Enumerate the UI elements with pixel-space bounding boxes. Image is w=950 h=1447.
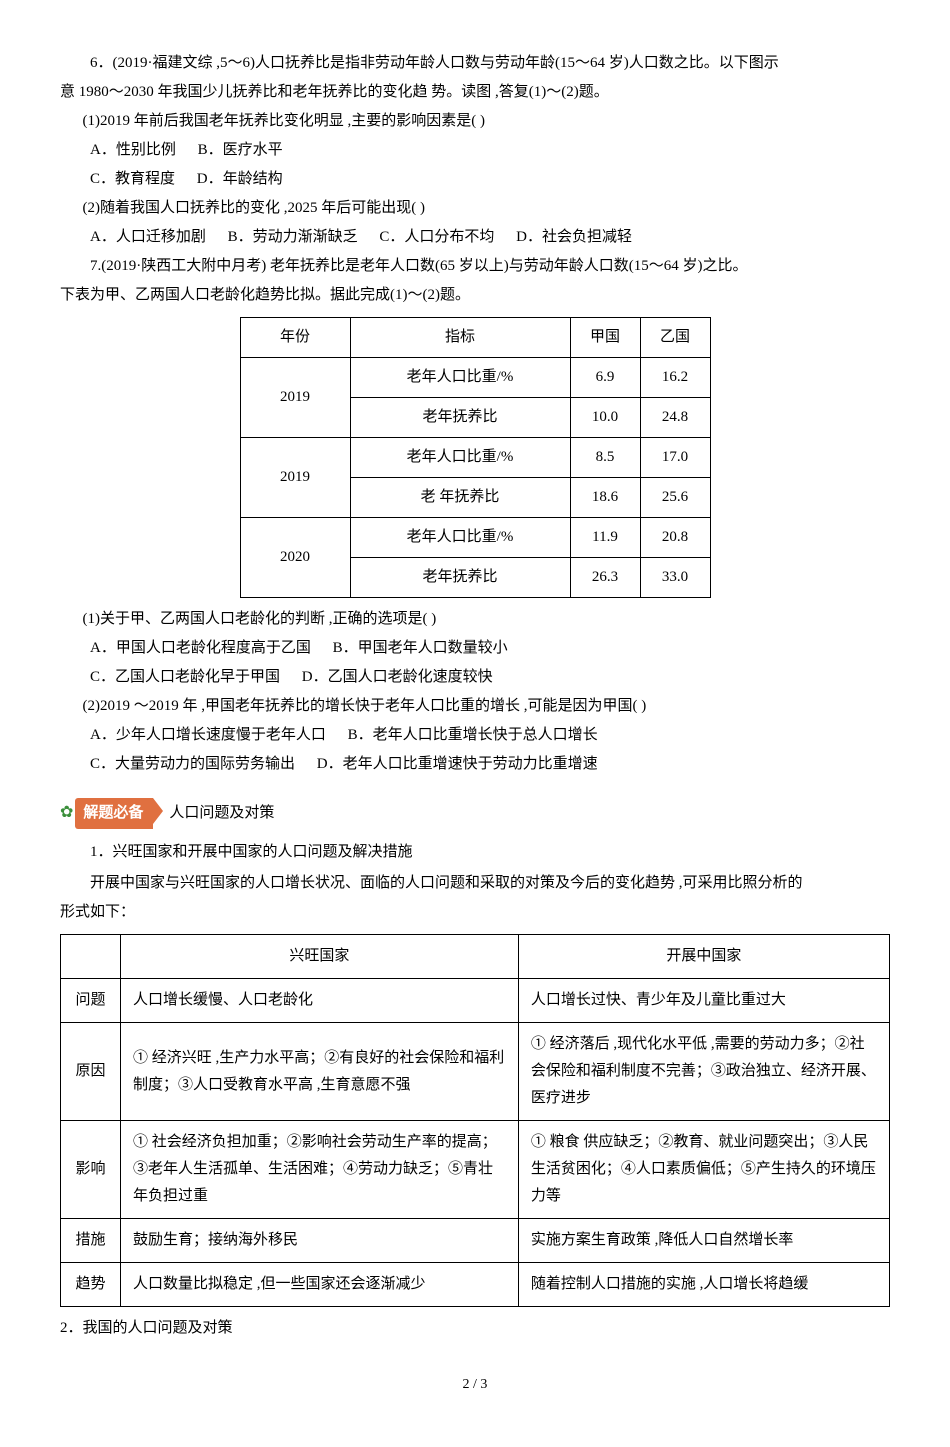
th-developed: 兴旺国家 bbox=[121, 935, 519, 979]
cell-b: 16.2 bbox=[640, 358, 710, 398]
cell-year: 2020 bbox=[240, 518, 350, 598]
cell-b: 24.8 bbox=[640, 398, 710, 438]
q7-p2-c: C．大量劳动力的国际劳务输出 bbox=[90, 751, 295, 778]
q6-p2-a: A．人口迁移加剧 bbox=[90, 224, 206, 251]
q6-p2: (2)随着我国人口抚养比的变化 ,2025 年后可能出现( ) bbox=[60, 195, 890, 222]
table-row: 2019 老年人口比重/% 8.5 17.0 bbox=[240, 438, 710, 478]
q7-stem-1: 7.(2019·陕西工大附中月考) 老年抚养比是老年人口数(65 岁以上)与劳动… bbox=[60, 253, 890, 280]
q7-p2-row1: A．少年人口增长速度慢于老年人口 B．老年人口比重增长快于总人口增长 bbox=[60, 722, 890, 749]
table-row: 趋势 人口数量比拟稳定 ,但一些国家还会逐渐减少 随着控制人口措施的实施 ,人口… bbox=[61, 1263, 890, 1307]
cell-a: 6.9 bbox=[570, 358, 640, 398]
q7-p1-row1: A．甲国人口老龄化程度高于乙国 B．甲国老年人口数量较小 bbox=[60, 635, 890, 662]
q7-p1-b: B．甲国老年人口数量较小 bbox=[333, 635, 508, 662]
th-indicator: 指标 bbox=[350, 318, 570, 358]
lead-2: 形式如下： bbox=[60, 899, 890, 926]
cell-b: 实施方案生育政策 ,降低人口自然增长率 bbox=[518, 1219, 889, 1263]
th-country-b: 乙国 bbox=[640, 318, 710, 358]
table-row: 2019 老年人口比重/% 6.9 16.2 bbox=[240, 358, 710, 398]
cell-indicator: 老年人口比重/% bbox=[350, 358, 570, 398]
cell-indicator: 老年抚养比 bbox=[350, 558, 570, 598]
row-label: 原因 bbox=[61, 1023, 121, 1121]
table-header-row: 年份 指标 甲国 乙国 bbox=[240, 318, 710, 358]
cell-year: 2019 bbox=[240, 438, 350, 518]
cell-a: 8.5 bbox=[570, 438, 640, 478]
subhead-1: 1．兴旺国家和开展中国家的人口问题及解决措施 bbox=[60, 839, 890, 866]
cell-a: 18.6 bbox=[570, 478, 640, 518]
q6-p1-a: A．性别比例 bbox=[90, 137, 176, 164]
cell-a: ① 经济兴旺 ,生产力水平高；②有良好的社会保险和福利制度；③人口受教育水平高 … bbox=[121, 1023, 519, 1121]
q6-p2-c: C．人口分布不均 bbox=[379, 224, 494, 251]
section-title: 人口问题及对策 bbox=[169, 800, 274, 827]
q6-p2-options: A．人口迁移加剧 B．劳动力渐渐缺乏 C．人口分布不均 D．社会负担减轻 bbox=[60, 224, 890, 251]
q6-p1-c: C．教育程度 bbox=[90, 166, 175, 193]
q6-p1-d: D．年龄结构 bbox=[197, 166, 283, 193]
cell-b: 随着控制人口措施的实施 ,人口增长将趋缓 bbox=[518, 1263, 889, 1307]
q7-p1-row2: C．乙国人口老龄化早于甲国 D．乙国人口老龄化速度较快 bbox=[60, 664, 890, 691]
row-label: 问题 bbox=[61, 979, 121, 1023]
cell-a: 人口增长缓慢、人口老龄化 bbox=[121, 979, 519, 1023]
table-header-row: 兴旺国家 开展中国家 bbox=[61, 935, 890, 979]
badge-label: 解题必备 bbox=[75, 798, 153, 829]
q6-stem-1: 6．(2019·福建文综 ,5～6)人口抚养比是指非劳动年龄人口数与劳动年龄(1… bbox=[60, 50, 890, 77]
q6-p2-d: D．社会负担减轻 bbox=[516, 224, 632, 251]
table-row: 措施 鼓励生育；接纳海外移民 实施方案生育政策 ,降低人口自然增长率 bbox=[61, 1219, 890, 1263]
lead-1: 开展中国家与兴旺国家的人口增长状况、面临的人口问题和采取的对策及今后的变化趋势 … bbox=[60, 870, 890, 897]
table-row: 问题 人口增长缓慢、人口老龄化 人口增长过快、青少年及儿童比重过大 bbox=[61, 979, 890, 1023]
q7-p2-row2: C．大量劳动力的国际劳务输出 D．老年人口比重增速快于劳动力比重增速 bbox=[60, 751, 890, 778]
cell-a: 10.0 bbox=[570, 398, 640, 438]
th-developing: 开展中国家 bbox=[518, 935, 889, 979]
q7-p2-d: D．老年人口比重增速快于劳动力比重增速 bbox=[317, 751, 598, 778]
compare-table: 兴旺国家 开展中国家 问题 人口增长缓慢、人口老龄化 人口增长过快、青少年及儿童… bbox=[60, 934, 890, 1307]
cell-a: 11.9 bbox=[570, 518, 640, 558]
table-row: 2020 老年人口比重/% 11.9 20.8 bbox=[240, 518, 710, 558]
cell-a: 人口数量比拟稳定 ,但一些国家还会逐渐减少 bbox=[121, 1263, 519, 1307]
q7-p2: (2)2019 ～2019 年 ,甲国老年抚养比的增长快于老年人口比重的增长 ,… bbox=[60, 693, 890, 720]
th-blank bbox=[61, 935, 121, 979]
cell-b: ① 粮食 供应缺乏；②教育、就业问题突出；③人民生活贫困化；④人口素质偏低；⑤产… bbox=[518, 1121, 889, 1219]
cell-a: ① 社会经济负担加重；②影响社会劳动生产率的提高；③老年人生活孤单、生活困难；④… bbox=[121, 1121, 519, 1219]
aging-table: 年份 指标 甲国 乙国 2019 老年人口比重/% 6.9 16.2 老年抚养比… bbox=[240, 317, 711, 598]
q7-p2-a: A．少年人口增长速度慢于老年人口 bbox=[90, 722, 326, 749]
cell-b: 20.8 bbox=[640, 518, 710, 558]
q6-p2-b: B．劳动力渐渐缺乏 bbox=[228, 224, 358, 251]
cell-indicator: 老年人口比重/% bbox=[350, 438, 570, 478]
th-country-a: 甲国 bbox=[570, 318, 640, 358]
q7-p1: (1)关于甲、乙两国人口老龄化的判断 ,正确的选项是( ) bbox=[60, 606, 890, 633]
q6-stem-2: 意 1980～2030 年我国少儿抚养比和老年抚养比的变化趋 势。读图 ,答复(… bbox=[60, 79, 890, 106]
q6-p1-options-row2: C．教育程度 D．年龄结构 bbox=[60, 166, 890, 193]
cell-b: ① 经济落后 ,现代化水平低 ,需要的劳动力多；②社会保险和福利制度不完善；③政… bbox=[518, 1023, 889, 1121]
page-number: 2 / 3 bbox=[60, 1372, 890, 1397]
row-label: 趋势 bbox=[61, 1263, 121, 1307]
q6-p1-options-row1: A．性别比例 B．医疗水平 bbox=[60, 137, 890, 164]
cell-year: 2019 bbox=[240, 358, 350, 438]
cell-a: 鼓励生育；接纳海外移民 bbox=[121, 1219, 519, 1263]
badge-row: ✿ 解题必备 人口问题及对策 bbox=[60, 798, 890, 829]
q7-p2-b: B．老年人口比重增长快于总人口增长 bbox=[348, 722, 598, 749]
row-label: 影响 bbox=[61, 1121, 121, 1219]
q7-p1-c: C．乙国人口老龄化早于甲国 bbox=[90, 664, 280, 691]
cell-b: 人口增长过快、青少年及儿童比重过大 bbox=[518, 979, 889, 1023]
q7-p1-d: D．乙国人口老龄化速度较快 bbox=[302, 664, 493, 691]
flower-icon: ✿ bbox=[60, 799, 73, 828]
table-row: 原因 ① 经济兴旺 ,生产力水平高；②有良好的社会保险和福利制度；③人口受教育水… bbox=[61, 1023, 890, 1121]
cell-indicator: 老 年抚养比 bbox=[350, 478, 570, 518]
cell-indicator: 老年人口比重/% bbox=[350, 518, 570, 558]
q6-p1-b: B．医疗水平 bbox=[198, 137, 283, 164]
th-year: 年份 bbox=[240, 318, 350, 358]
cell-indicator: 老年抚养比 bbox=[350, 398, 570, 438]
q7-p1-a: A．甲国人口老龄化程度高于乙国 bbox=[90, 635, 311, 662]
q6-p1: (1)2019 年前后我国老年抚养比变化明显 ,主要的影响因素是( ) bbox=[60, 108, 890, 135]
subhead-2: 2．我国的人口问题及对策 bbox=[60, 1315, 890, 1342]
cell-a: 26.3 bbox=[570, 558, 640, 598]
cell-b: 25.6 bbox=[640, 478, 710, 518]
table-row: 影响 ① 社会经济负担加重；②影响社会劳动生产率的提高；③老年人生活孤单、生活困… bbox=[61, 1121, 890, 1219]
row-label: 措施 bbox=[61, 1219, 121, 1263]
cell-b: 17.0 bbox=[640, 438, 710, 478]
q7-stem-2: 下表为甲、乙两国人口老龄化趋势比拟。据此完成(1)～(2)题。 bbox=[60, 282, 890, 309]
cell-b: 33.0 bbox=[640, 558, 710, 598]
